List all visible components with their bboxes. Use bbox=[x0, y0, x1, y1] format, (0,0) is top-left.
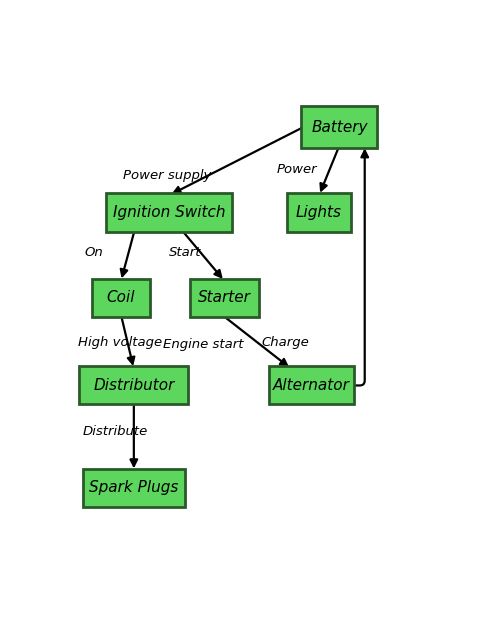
FancyBboxPatch shape bbox=[269, 367, 354, 404]
FancyBboxPatch shape bbox=[287, 193, 351, 232]
Text: Battery: Battery bbox=[311, 120, 368, 135]
FancyBboxPatch shape bbox=[190, 279, 259, 316]
Text: Power supply: Power supply bbox=[123, 169, 211, 182]
FancyBboxPatch shape bbox=[302, 106, 378, 148]
Text: Engine start: Engine start bbox=[163, 339, 244, 351]
Text: Charge: Charge bbox=[261, 336, 309, 349]
Text: Distribute: Distribute bbox=[83, 425, 148, 437]
Text: On: On bbox=[85, 246, 104, 259]
Text: High voltage: High voltage bbox=[77, 336, 162, 349]
Text: Start: Start bbox=[169, 246, 202, 259]
FancyBboxPatch shape bbox=[79, 367, 188, 404]
Text: Power: Power bbox=[276, 163, 317, 176]
FancyBboxPatch shape bbox=[92, 279, 150, 316]
Text: Distributor: Distributor bbox=[93, 378, 174, 393]
FancyBboxPatch shape bbox=[106, 193, 232, 232]
Text: Lights: Lights bbox=[296, 205, 342, 220]
Text: Starter: Starter bbox=[198, 291, 251, 305]
Text: Coil: Coil bbox=[107, 291, 135, 305]
Text: Alternator: Alternator bbox=[273, 378, 350, 393]
FancyBboxPatch shape bbox=[83, 469, 185, 507]
Text: Spark Plugs: Spark Plugs bbox=[89, 480, 178, 495]
Text: Ignition Switch: Ignition Switch bbox=[113, 205, 225, 220]
